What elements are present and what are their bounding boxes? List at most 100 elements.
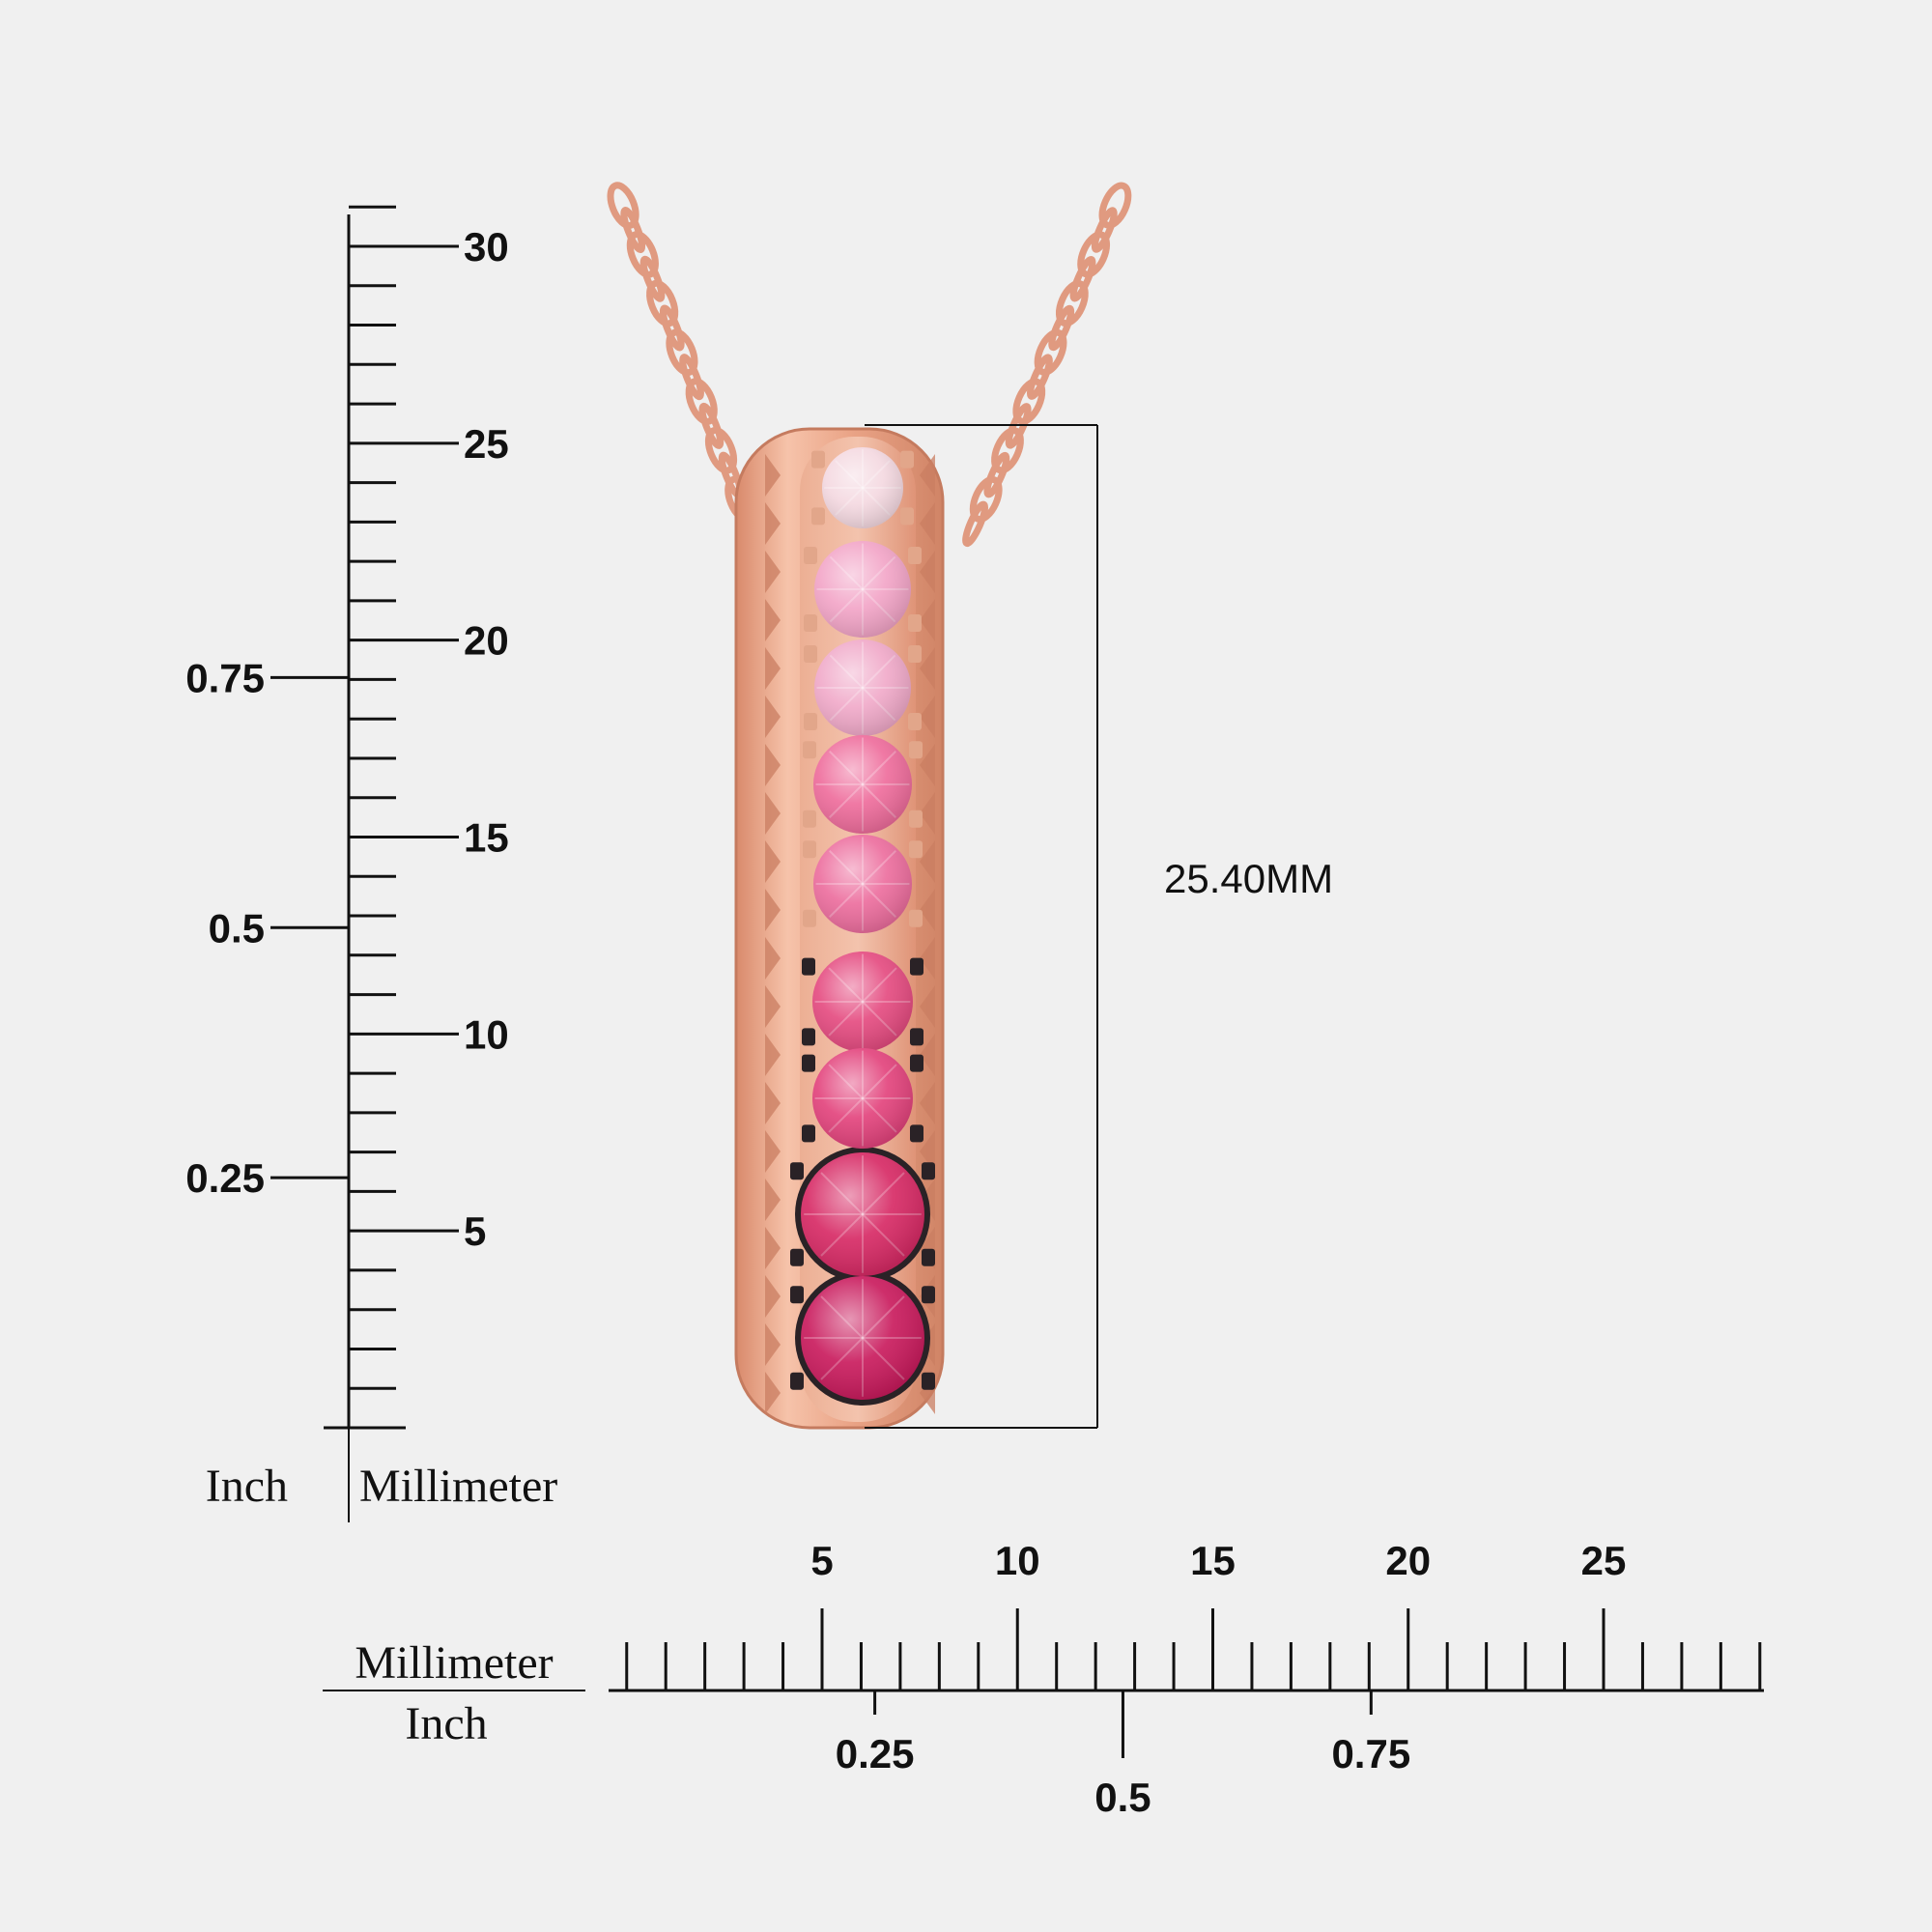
gem-highlight (801, 1276, 924, 1400)
gem-highlight (814, 541, 911, 638)
gem-highlight (801, 1152, 924, 1276)
right-edge-ridge (920, 840, 935, 883)
vertical-mm-label: 10 (464, 1011, 509, 1057)
stone-prong (909, 810, 923, 828)
vertical-ruler (270, 205, 459, 1522)
height-dimension-label: 25.40MM (1164, 856, 1333, 901)
chain-left-link (620, 207, 646, 254)
left-edge-ridge (765, 1372, 781, 1414)
stone-prong (790, 1372, 804, 1390)
horizontal-mm-label: 25 (1581, 1538, 1627, 1583)
stone-prong (803, 741, 816, 759)
chain-right-link (969, 475, 1003, 524)
vertical-caption-inch: Inch (206, 1461, 288, 1512)
right-edge-ridge (920, 599, 935, 641)
gem-highlight (812, 1048, 913, 1149)
bar-pendant (734, 427, 945, 1430)
left-edge-ridge (765, 502, 781, 545)
left-edge-ridge (765, 454, 781, 497)
left-edge-ridge (765, 696, 781, 738)
stone-prong (802, 957, 815, 976)
stone-prong (802, 1028, 815, 1046)
stone-prong (910, 1028, 923, 1046)
stone-prong (908, 713, 922, 730)
stone-prong (804, 547, 817, 564)
chain-right-link (962, 500, 989, 548)
chain-left-link (607, 182, 639, 230)
stone-prong (900, 507, 914, 526)
right-edge-ridge (920, 1130, 935, 1173)
stone-prong (802, 1054, 815, 1072)
right-edge-ridge (920, 647, 935, 690)
chain-left-link (659, 304, 685, 352)
gemstones (801, 447, 924, 1400)
stone-prong (900, 450, 914, 469)
stone-prong (811, 507, 825, 526)
chain-left-link (666, 328, 698, 377)
left-edge-ridge (765, 1227, 781, 1269)
vertical-mm-label: 20 (464, 618, 509, 664)
stone-prong (803, 909, 816, 927)
vertical-mm-label: 25 (464, 421, 509, 467)
left-edge-ridge (765, 840, 781, 883)
stone-prong (909, 909, 923, 927)
stone-prong (804, 614, 817, 632)
horizontal-mm-label: 15 (1190, 1538, 1236, 1583)
right-edge-ridge (920, 937, 935, 980)
chain-left-link (698, 402, 724, 449)
left-edge-ridge (765, 599, 781, 641)
chain-right-link (1055, 279, 1089, 327)
horizontal-mm-label: 20 (1385, 1538, 1431, 1583)
horizontal-inch-label: 0.5 (1094, 1775, 1151, 1820)
horizontal-inch-label: 0.25 (836, 1731, 915, 1776)
chain-right-link (991, 427, 1024, 474)
stone-prong (909, 840, 923, 859)
gem-highlight (813, 735, 912, 834)
right-edge-ridge (920, 792, 935, 835)
horizontal-inch-label: 0.75 (1331, 1731, 1410, 1776)
horizontal-mm-label: 5 (810, 1538, 833, 1583)
height-dimension-bracket (865, 424, 1098, 1429)
textured-edges (765, 454, 935, 1414)
stone-prong (802, 1124, 815, 1143)
right-edge-ridge (920, 551, 935, 593)
stone-prong (803, 810, 816, 828)
left-edge-ridge (765, 985, 781, 1028)
chain-right-link (1098, 182, 1132, 229)
stone-prong (908, 547, 922, 564)
vertical-mm-label: 30 (464, 224, 509, 270)
left-edge-ridge (765, 1082, 781, 1124)
stone-prong (790, 1248, 804, 1266)
vertical-caption-millimeter: Millimeter (359, 1461, 557, 1512)
horizontal-mm-label: 10 (995, 1538, 1040, 1583)
gem-highlight (812, 952, 913, 1052)
chain-right-link (1034, 328, 1067, 376)
stone-prong (790, 1162, 804, 1180)
chain-right-link (1005, 403, 1032, 449)
stone-prong (922, 1248, 935, 1266)
chain-right-link (1077, 231, 1111, 278)
left-edge-ridge (765, 1130, 781, 1173)
right-edge-ridge (920, 889, 935, 931)
left-edge-ridge (765, 1034, 781, 1076)
chain-right-link (1091, 207, 1118, 253)
gem-highlight (822, 447, 903, 528)
left-edge-ridge (765, 551, 781, 593)
stone-prong (811, 450, 825, 469)
vertical-inch-label: 0.25 (185, 1155, 265, 1201)
left-edge-ridge (765, 937, 781, 980)
vertical-mm-label: 5 (464, 1208, 486, 1254)
stone-prong (922, 1162, 935, 1180)
chain-left-link (626, 231, 659, 278)
left-edge-ridge (765, 889, 781, 931)
chain-right-link (1012, 378, 1046, 425)
right-edge-ridge (920, 985, 935, 1028)
horizontal-caption-inch: Inch (405, 1698, 487, 1749)
left-edge-ridge (765, 1275, 781, 1318)
stone-prong (804, 645, 817, 663)
stone-prong (910, 957, 923, 976)
right-edge-ridge (920, 1034, 935, 1076)
chain-left-link (639, 255, 666, 302)
stone-prong (910, 1054, 923, 1072)
